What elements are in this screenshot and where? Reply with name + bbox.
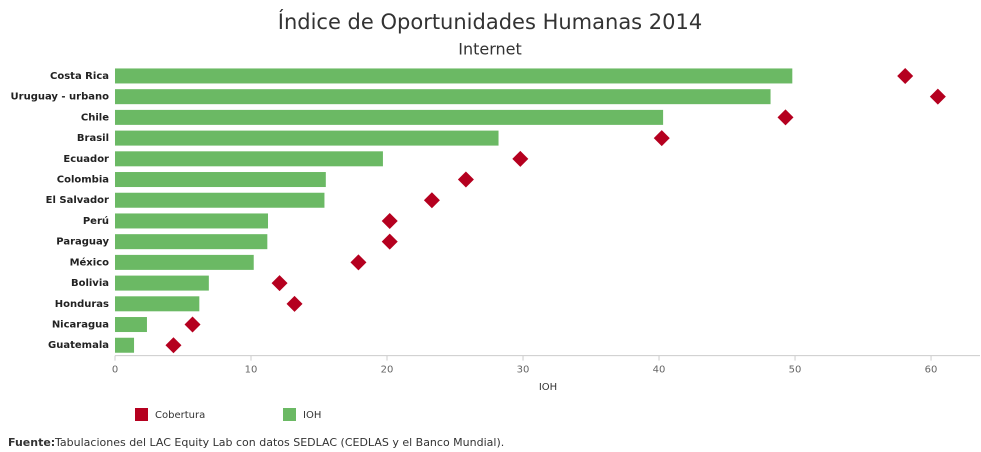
y-tick-label: Colombia [57,175,109,186]
x-tick-label: 10 [245,365,258,376]
legend-label: Cobertura [155,410,205,421]
diamond-marker [897,67,914,84]
diamond-marker [929,88,946,105]
x-tick-label: 60 [925,365,938,376]
x-tick-label: 0 [112,365,118,376]
y-tick-label: El Salvador [46,195,109,206]
bar [115,151,383,167]
diamond-marker [184,316,201,333]
y-tick-label: Honduras [55,299,109,310]
diamond-marker [457,171,474,188]
diamond-marker [381,233,398,250]
diamond-marker [286,295,303,312]
bar [115,234,268,250]
bar [115,275,209,291]
x-axis-label: IOH [539,382,557,393]
y-tick-label: Perú [83,215,109,227]
bar [115,254,254,270]
bar [115,192,325,208]
diamond-marker [512,150,529,167]
y-tick-label: Costa Rica [50,71,109,82]
diamond-marker [350,254,367,271]
x-tick-label: 20 [381,365,394,376]
bar [115,172,326,188]
y-tick-label: Ecuador [63,154,109,165]
y-tick-label: Paraguay [56,237,109,248]
y-tick-label: Uruguay - urbano [11,92,110,103]
y-tick-label: Guatemala [48,340,109,351]
bar [115,296,200,312]
bar [115,89,771,105]
diamond-marker [165,337,182,354]
y-tick-label: Brasil [77,133,109,144]
source-text: Tabulaciones del LAC Equity Lab con dato… [54,436,504,449]
chart-subtitle: Internet [458,40,522,59]
bar [115,317,147,333]
diamond-marker [271,275,288,292]
x-tick-label: 30 [517,365,530,376]
y-tick-label: Bolivia [71,278,109,289]
y-tick-label: Nicaragua [52,320,109,331]
diamond-marker [653,130,670,147]
chart-title: Índice de Oportunidades Humanas 2014 [278,9,703,34]
source-label: Fuente: [8,436,55,449]
legend-label: IOH [303,410,321,421]
bar [115,213,269,229]
diamond-marker [423,192,440,209]
diamond-marker [777,109,794,126]
legend-swatch [135,408,148,421]
y-tick-label: México [70,256,110,268]
bar [115,130,499,146]
bar [115,68,793,84]
bar [115,337,135,353]
y-tick-label: Chile [81,112,109,123]
bar [115,109,664,125]
legend-swatch [283,408,296,421]
diamond-marker [381,212,398,229]
x-tick-label: 40 [653,365,666,376]
x-tick-label: 50 [789,365,802,376]
